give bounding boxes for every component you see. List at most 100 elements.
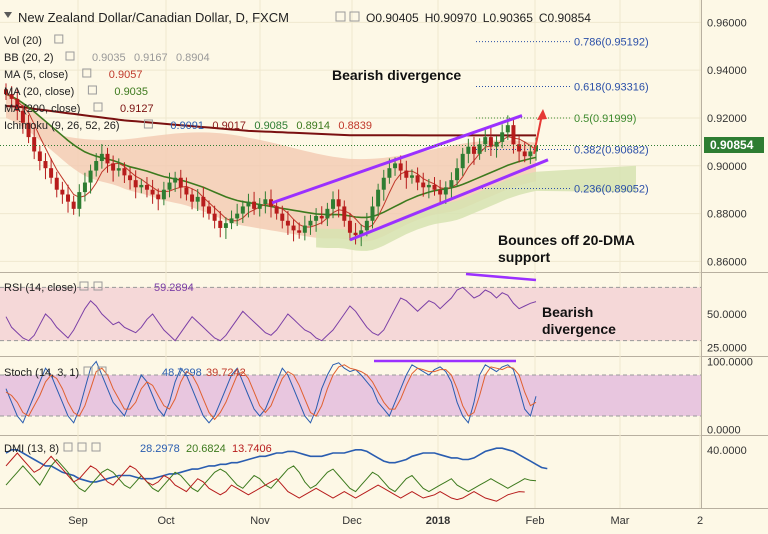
candle-body — [26, 122, 31, 138]
rsi-close-icon[interactable] — [93, 281, 103, 291]
price-legend: Vol (20) BB (20, 2) 0.9035 0.9167 0.8904 MA (… — [4, 34, 372, 132]
stoch-settings-icon[interactable] — [83, 366, 93, 376]
candle-body — [82, 182, 87, 193]
fib-label-0: 0.786(0.95192) — [574, 37, 649, 49]
candle-body — [517, 144, 522, 152]
legend-settings-icon[interactable] — [82, 68, 92, 78]
fib-label-2: 0.5(0.91999) — [574, 113, 636, 125]
candle-body — [494, 141, 499, 147]
rsi-band — [0, 287, 701, 341]
candle-body — [60, 189, 65, 195]
candle-body — [184, 187, 189, 195]
legend-settings-icon[interactable] — [65, 51, 75, 61]
legend-settings-icon[interactable] — [93, 102, 103, 112]
candle-body — [94, 161, 99, 171]
candle-body — [291, 225, 296, 231]
rsi-title: RSI (14, close) — [4, 282, 77, 294]
time-tick-label: 2 — [697, 515, 703, 527]
cloud-bearish — [6, 94, 536, 242]
annotation-rsi-divergence: divergence — [542, 321, 616, 337]
current-price-tag: 0.90854 — [704, 137, 764, 153]
candle-body — [144, 184, 149, 190]
candle-body — [32, 137, 37, 152]
candle-body — [49, 168, 54, 178]
legend-value: 0.9017 — [212, 120, 246, 132]
candle-body — [381, 177, 386, 190]
cloud-bullish — [316, 165, 636, 251]
header-settings-icon[interactable] — [335, 11, 360, 22]
candle-body — [128, 175, 133, 181]
candle-body — [297, 230, 302, 233]
candle-body — [336, 199, 341, 207]
candle-body — [314, 216, 319, 221]
candle-body — [302, 225, 307, 233]
legend-value: 0.8914 — [296, 120, 330, 132]
candle-body — [376, 189, 381, 207]
time-tick-label: Mar — [611, 515, 630, 527]
candle-body — [15, 98, 20, 111]
legend-value: 0.8904 — [176, 52, 210, 64]
candle-body — [178, 177, 183, 188]
candle-body — [285, 220, 290, 226]
candle-body — [443, 187, 448, 195]
candle-body — [173, 177, 178, 183]
dmi-close-icon[interactable] — [77, 442, 87, 452]
candle-body — [364, 220, 369, 231]
ohlc-high-key: H — [425, 11, 434, 25]
candle-body — [471, 146, 476, 154]
candle-body — [522, 151, 527, 157]
legend-settings-icon[interactable] — [54, 34, 64, 44]
collapse-arrow-icon[interactable] — [4, 12, 12, 18]
dmi-legend: DMI (13, 8) 28.2978 20.6824 13.7406 — [4, 442, 272, 455]
candle-body — [387, 168, 392, 178]
candle-body — [66, 194, 71, 202]
ma200-line — [5, 105, 536, 137]
candle-body — [37, 151, 42, 162]
candle-body — [4, 89, 8, 95]
legend-value: 0.8839 — [338, 120, 372, 132]
time-tick-label: Nov — [250, 515, 270, 527]
candle-body — [71, 201, 76, 209]
time-tick-label: 2018 — [426, 515, 450, 527]
candle-body — [99, 153, 104, 162]
dmi-settings-icon[interactable] — [63, 442, 73, 452]
candle-body — [269, 199, 273, 207]
grid-lines — [0, 0, 701, 508]
price-tick-label: 0.96000 — [707, 17, 747, 29]
legend-label-4: MA (200, close) — [4, 103, 80, 115]
rsi-settings-icon[interactable] — [79, 281, 89, 291]
ohlc-open-key: O — [366, 11, 375, 25]
dmi-title: DMI (13, 8) — [4, 443, 59, 455]
fibonacci-levels: 0.786(0.95192) 0.618(0.93316) 0.5(0.91999)… — [476, 37, 649, 195]
dmi-extra-icon[interactable] — [91, 442, 101, 452]
legend-settings-icon[interactable] — [87, 85, 97, 95]
candle-body — [43, 161, 48, 169]
ohlc-readout: O0.90405 H0.90970 L0.90365 C0.90854 — [366, 11, 591, 25]
legend-settings-icon[interactable] — [143, 119, 153, 129]
candle-body — [308, 220, 313, 226]
candle-body — [195, 196, 200, 202]
current-price-value: 0.90854 — [710, 138, 754, 152]
candle-body — [398, 163, 403, 171]
rsi-legend: RSI (14, close) 59.2894 — [4, 281, 194, 294]
candle-body — [455, 168, 460, 181]
legend-value: 0.9035 — [114, 86, 148, 98]
time-tick-label: Dec — [342, 515, 362, 527]
candle-body — [201, 196, 206, 207]
ohlc-close-value: 0.90854 — [548, 11, 592, 25]
candle-body — [359, 230, 364, 236]
fib-label-3: 0.382(0.90682) — [574, 144, 649, 156]
indicator-tick-label: 25.0000 — [707, 342, 747, 354]
candle-body — [229, 218, 234, 224]
stoch-close-icon[interactable] — [97, 366, 107, 376]
dmi-minus-value: 20.6824 — [186, 443, 226, 455]
candle-body — [156, 194, 161, 200]
indicator-tick-label: 40.0000 — [707, 445, 747, 457]
price-tick-label: 0.92000 — [707, 113, 747, 125]
candle-body — [370, 206, 375, 221]
annotation-bounce-line1: Bounces off 20-DMA — [498, 232, 635, 248]
dmi-line-ADX — [5, 452, 525, 502]
candle-body — [325, 208, 330, 219]
candle-body — [353, 232, 358, 236]
axes: 0.96000 0.94000 0.92000 0.90000 0.88000 0.860… — [68, 17, 753, 527]
